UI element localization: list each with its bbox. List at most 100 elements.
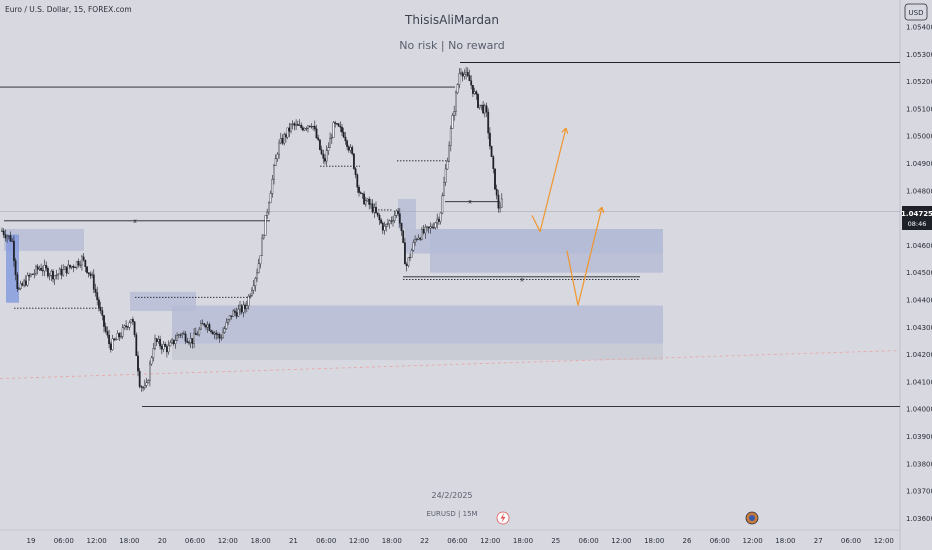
candle-body — [128, 322, 131, 328]
candle-body — [230, 315, 233, 317]
candle-body — [12, 240, 15, 261]
time-tick-label: 12:00 — [480, 537, 500, 545]
candle-body — [434, 222, 437, 228]
price-tick-label: 1.04300 — [906, 324, 932, 332]
candle-body — [371, 203, 374, 213]
candle-body — [41, 270, 44, 272]
candle-body — [130, 319, 133, 324]
last-price-countdown: 08:46 — [908, 220, 927, 228]
candle-body — [465, 71, 467, 75]
candle-body — [174, 340, 177, 345]
candle-body — [375, 207, 377, 213]
footer-date: 24/2/2025 — [431, 491, 472, 500]
projection-arrowhead — [565, 127, 569, 134]
candle-body — [18, 288, 20, 290]
candle-body — [21, 283, 24, 286]
candle-body — [199, 323, 202, 330]
candle-body — [242, 304, 245, 313]
price-tick-label: 1.04600 — [906, 242, 932, 250]
candle-body — [438, 218, 440, 222]
candle-body — [400, 222, 403, 232]
time-tick-label: 06:00 — [841, 537, 861, 545]
candle-body — [303, 128, 306, 131]
supply-zone-mid — [130, 291, 196, 311]
candle-body — [487, 111, 490, 134]
price-tick-label: 1.03600 — [906, 515, 932, 523]
candle-body — [349, 147, 352, 151]
demand-zone — [172, 343, 663, 361]
candle-body — [155, 338, 158, 342]
candle-body — [114, 339, 117, 341]
candle-body — [89, 273, 92, 276]
lightning-icon[interactable] — [496, 511, 510, 525]
candle-body — [220, 337, 223, 339]
candle-body — [23, 280, 25, 286]
candle-body — [26, 274, 29, 286]
candle-body — [443, 182, 445, 196]
candle-body — [205, 325, 207, 328]
candle-body — [123, 325, 126, 328]
candle-body — [475, 91, 478, 95]
projection-arrowhead — [601, 207, 605, 214]
candle-body — [240, 305, 243, 313]
candle-body — [395, 210, 398, 216]
zones-layer — [4, 198, 663, 361]
candle-body — [79, 264, 82, 266]
candle-body — [310, 126, 313, 128]
candle-body — [140, 386, 143, 388]
candle-body — [70, 265, 73, 268]
candle-body — [91, 274, 94, 276]
candle-body — [397, 210, 399, 214]
candle-body — [279, 138, 282, 144]
candle-body — [143, 385, 146, 388]
projection-arrow — [577, 207, 603, 306]
candle-body — [60, 268, 63, 276]
candle-body — [232, 310, 235, 317]
candle-body — [244, 304, 246, 309]
candle-body — [302, 127, 304, 131]
candle-body — [104, 326, 107, 332]
candle-body — [201, 323, 204, 325]
candle-body — [86, 266, 88, 273]
candle-body — [336, 123, 338, 125]
candle-body — [233, 310, 236, 313]
candle-body — [169, 342, 172, 347]
candle-body — [426, 226, 428, 228]
candle-body — [188, 342, 190, 344]
currency-button[interactable]: USD — [904, 3, 928, 21]
candle-body — [2, 230, 5, 236]
candle-body — [145, 382, 148, 386]
candle-body — [52, 270, 54, 280]
candle-body — [137, 355, 139, 372]
candle-body — [415, 239, 418, 241]
time-tick-label: 22 — [420, 537, 429, 545]
candle-body — [319, 139, 321, 150]
candle-body — [191, 338, 194, 344]
candle-body — [235, 312, 238, 317]
candle-body — [1, 230, 3, 232]
candle-body — [62, 269, 65, 276]
candle-body — [317, 137, 320, 140]
economic-event-icon[interactable] — [745, 511, 759, 525]
candle-body — [274, 158, 277, 166]
candle-body — [179, 334, 182, 336]
candle-body — [133, 321, 136, 335]
time-tick-label: 06:00 — [185, 537, 205, 545]
candle-body — [390, 220, 393, 222]
candle-body — [490, 145, 493, 157]
candle-body — [213, 332, 216, 335]
time-tick-label: 18:00 — [644, 537, 664, 545]
candle-body — [329, 138, 331, 148]
price-tick-label: 1.03800 — [906, 460, 932, 468]
candle-body — [370, 203, 372, 205]
candle-body — [92, 274, 95, 290]
candle-body — [432, 227, 435, 229]
candle-body — [320, 149, 323, 155]
time-tick-label: 12:00 — [874, 537, 894, 545]
projection-leg — [566, 250, 579, 306]
candle-body — [33, 273, 36, 275]
candle-body — [245, 305, 248, 309]
candle-body — [376, 212, 379, 216]
